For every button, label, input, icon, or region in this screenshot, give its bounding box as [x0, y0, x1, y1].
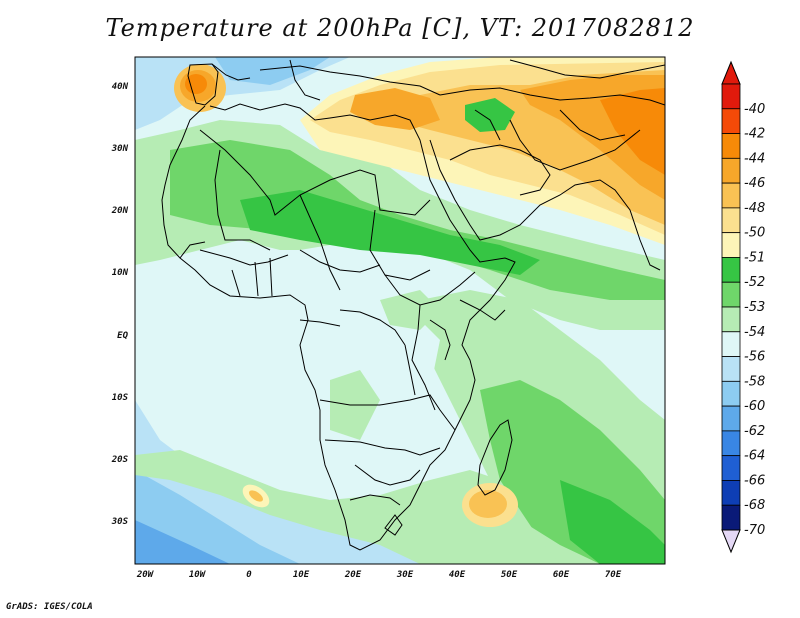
colorbar-swatch	[721, 504, 741, 531]
colorbar-swatch	[721, 157, 741, 184]
colorbar-swatch	[721, 207, 741, 234]
colorbar-label: -42	[744, 127, 765, 142]
colorbar-swatch	[721, 257, 741, 283]
colorbar-bottom-arrow	[721, 529, 741, 554]
latitude-labels: 40N 30N 20N 10N EQ 10S 20S 30S	[111, 82, 129, 527]
colorbar-label: -40	[744, 102, 765, 117]
lat-label-10s: 10S	[112, 393, 129, 403]
colorbar-swatch	[721, 405, 741, 432]
lat-label-eq: EQ	[117, 331, 128, 341]
coastlines-and-borders	[161, 59, 665, 551]
colorbar-label: -52	[744, 275, 765, 290]
colorbar-label: -66	[744, 473, 765, 488]
lon-label-50e: 50E	[501, 570, 518, 580]
colorbar-label: -58	[744, 374, 765, 389]
lon-label-10e: 10E	[293, 570, 310, 580]
colorbar-swatch	[721, 182, 741, 209]
colorbar-label: -60	[744, 399, 765, 414]
colorbar-top-arrow	[721, 60, 741, 85]
longitude-labels: 20W 10W 0 10E 20E 30E 40E 50E 60E 70E	[136, 570, 622, 580]
colorbar-swatch	[721, 455, 741, 481]
colorbar-swatch	[721, 331, 741, 357]
colorbar-swatch	[721, 133, 741, 159]
colorbar: -40 -42 -44 -46 -48 -50 -51 -52 -53 -54 -56 -58 -60 -…	[721, 60, 765, 554]
colorbar-label: -48	[744, 201, 765, 216]
lon-label-0: 0	[246, 570, 252, 580]
lon-label-60e: 60E	[553, 570, 570, 580]
colorbar-label: -46	[744, 176, 765, 191]
lon-label-70e: 70E	[605, 570, 622, 580]
lon-label-20e: 20E	[344, 570, 362, 580]
colorbar-label: -62	[744, 424, 765, 439]
lon-label-40e: 40E	[449, 570, 466, 580]
map-title: Temperature at 200hPa [C], VT: 201708281…	[105, 14, 695, 42]
colorbar-label: -56	[744, 350, 765, 365]
temperature-field	[135, 57, 665, 564]
colorbar-swatch	[721, 430, 741, 457]
colorbar-swatch	[721, 281, 741, 308]
colorbar-label: -64	[744, 449, 765, 464]
colorbar-label: -50	[744, 226, 765, 241]
colorbar-label: -51	[744, 250, 765, 265]
lat-label-30n: 30N	[111, 144, 129, 154]
colorbar-swatch	[721, 380, 741, 407]
colorbar-label: -53	[744, 300, 765, 315]
colorbar-label: -70	[744, 523, 765, 538]
lat-label-40n: 40N	[112, 82, 129, 92]
lon-label-30e: 30E	[396, 570, 414, 580]
map-frame	[134, 56, 666, 565]
lat-label-20s: 20S	[111, 455, 129, 465]
colorbar-swatch	[721, 306, 741, 333]
lon-label-10w: 10W	[189, 570, 207, 580]
lat-label-20n: 20N	[111, 206, 129, 216]
lat-label-30s: 30S	[111, 517, 129, 527]
colorbar-label: -54	[744, 325, 765, 340]
colorbar-swatch	[721, 232, 741, 258]
colorbar-swatch	[721, 108, 741, 134]
colorbar-label: -44	[744, 151, 765, 166]
colorbar-swatch	[721, 83, 741, 110]
lat-label-10n: 10N	[112, 268, 129, 278]
lon-label-20w: 20W	[136, 570, 155, 580]
colorbar-swatch	[721, 480, 741, 506]
credit-text: GrADS: IGES/COLA	[6, 602, 93, 612]
colorbar-label: -68	[744, 498, 765, 513]
colorbar-swatch	[721, 356, 741, 382]
